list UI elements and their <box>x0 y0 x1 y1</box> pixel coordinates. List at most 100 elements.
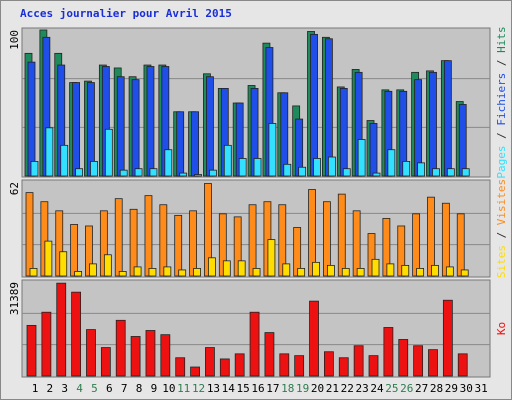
legend: Pages / Fichiers / Hits <box>495 26 508 178</box>
x-tick-label: 23 <box>356 382 369 395</box>
bar <box>264 332 275 377</box>
x-tick-label: 8 <box>136 382 143 395</box>
bar <box>233 216 242 277</box>
bar <box>206 76 214 177</box>
bar <box>30 160 39 177</box>
bar <box>159 204 168 277</box>
bar <box>337 193 346 277</box>
bar <box>294 355 305 377</box>
bar <box>134 168 143 177</box>
bar <box>386 263 395 277</box>
bar <box>222 260 231 277</box>
bar <box>56 282 67 377</box>
x-tick-label: 28 <box>430 382 443 395</box>
bar <box>372 172 381 177</box>
bar <box>460 269 469 277</box>
bar <box>308 189 316 277</box>
bar <box>412 213 421 277</box>
bar <box>402 160 411 177</box>
bar <box>352 210 361 277</box>
bar <box>104 128 113 177</box>
y-tick-label: 31389 <box>8 282 21 315</box>
x-tick-label: 26 <box>400 382 413 395</box>
legend-separator: / <box>495 225 508 245</box>
bar <box>458 104 467 177</box>
bar <box>209 169 217 177</box>
bar <box>208 257 216 277</box>
x-tick-label: 22 <box>341 382 354 395</box>
x-tick-label: 27 <box>415 382 428 395</box>
bar <box>248 204 257 277</box>
bar <box>131 79 140 177</box>
bar <box>26 324 37 377</box>
x-tick-label: 4 <box>76 382 83 395</box>
x-tick-label: 1 <box>32 382 39 395</box>
bar <box>267 239 276 277</box>
bar <box>163 266 172 277</box>
bar <box>413 345 424 377</box>
bar <box>445 266 454 277</box>
bar <box>367 233 376 277</box>
bar <box>326 264 335 277</box>
bar <box>427 196 435 277</box>
legend: Ko <box>495 322 508 335</box>
bar <box>446 168 455 177</box>
bar <box>176 111 185 177</box>
bar <box>74 271 83 277</box>
bar <box>85 225 93 277</box>
bar <box>146 66 155 177</box>
x-tick-label: 11 <box>177 382 190 395</box>
bar <box>312 261 320 277</box>
bar <box>193 268 201 277</box>
bar <box>339 88 348 177</box>
bar <box>223 144 232 177</box>
bar <box>342 168 351 177</box>
bar <box>327 156 336 177</box>
bar <box>41 311 52 377</box>
bar <box>205 347 215 377</box>
bar <box>71 291 82 377</box>
bar <box>383 327 394 377</box>
bar <box>119 169 128 177</box>
bar <box>457 353 468 377</box>
bar <box>90 160 98 177</box>
bar <box>59 251 68 277</box>
legend-entry: Ko <box>495 322 508 335</box>
x-tick-label: 20 <box>311 382 324 395</box>
legend-separator: / <box>495 53 508 73</box>
x-tick-label: 7 <box>121 382 128 395</box>
bar <box>60 144 69 177</box>
y-tick-label: 62 <box>8 182 21 195</box>
legend-entry: Sites <box>495 245 508 278</box>
x-tick-label: 9 <box>151 382 158 395</box>
bar <box>238 158 247 177</box>
bar <box>397 225 406 277</box>
bar <box>387 149 396 177</box>
bar <box>118 271 127 277</box>
bar <box>190 366 200 377</box>
bar <box>237 260 246 277</box>
bar <box>249 311 260 377</box>
x-tick-label: 29 <box>445 382 458 395</box>
x-tick-label: 21 <box>326 382 339 395</box>
bar <box>442 299 453 377</box>
x-tick-label: 25 <box>385 382 398 395</box>
legend-separator: / <box>495 126 508 146</box>
bar <box>382 217 391 277</box>
bar <box>428 349 438 377</box>
x-tick-label: 24 <box>370 382 384 395</box>
bar <box>417 162 426 177</box>
bar <box>40 201 49 277</box>
legend-entry: Fichiers <box>495 73 508 126</box>
bar <box>310 33 318 177</box>
bar <box>356 268 365 277</box>
bar <box>431 264 439 277</box>
x-tick-label: 12 <box>192 382 205 395</box>
bar <box>309 300 319 377</box>
bar <box>191 111 199 177</box>
bar <box>414 79 423 177</box>
legend-entry: Visites <box>495 179 508 225</box>
legend-entry: Pages <box>495 146 508 179</box>
bar <box>179 172 188 177</box>
x-tick-label: 14 <box>222 382 236 395</box>
